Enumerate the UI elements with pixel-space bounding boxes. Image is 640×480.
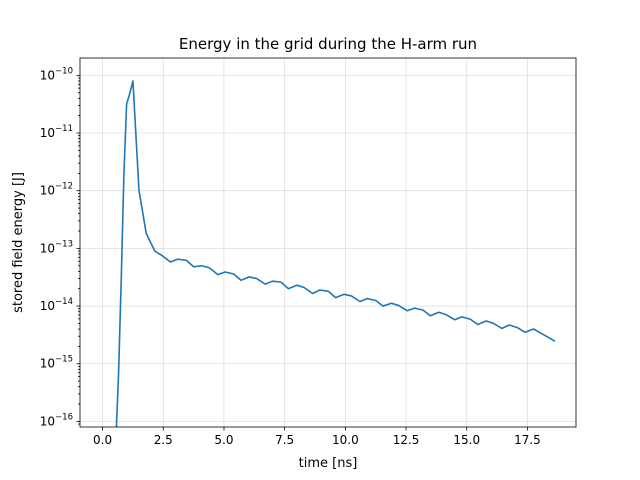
x-tick-label: 10.0 [332,433,359,447]
x-tick-label: 12.5 [393,433,420,447]
x-tick-label: 17.5 [514,433,541,447]
x-axis-label: time [ns] [299,456,358,471]
energy-series-line [115,80,556,427]
y-tick-label: 10−14 [40,297,73,313]
x-axis: 0.0 2.5 5.0 7.5 10.0 12.5 15.0 17.5 [93,427,541,447]
x-tick-label: 5.0 [214,433,233,447]
y-tick-label: 10−15 [40,355,73,371]
chart-title: Energy in the grid during the H-arm run [179,35,477,53]
y-tick-label: 10−11 [40,124,73,140]
x-tick-label: 2.5 [154,433,173,447]
series-layer [115,80,556,427]
y-tick-label: 10−10 [40,66,73,82]
x-tick-label: 15.0 [453,433,480,447]
x-tick-label: 0.0 [93,433,112,447]
y-axis: 10−10 10−11 10−12 10−13 10−14 10−15 10−16 [40,66,80,428]
y-tick-label: 10−16 [40,412,73,428]
x-tick-label: 7.5 [275,433,294,447]
y-tick-label: 10−13 [40,239,73,255]
plot-frame [79,57,577,428]
y-tick-label: 10−12 [40,182,73,198]
grid [80,58,576,427]
y-axis-label: stored field energy [J] [11,172,26,313]
